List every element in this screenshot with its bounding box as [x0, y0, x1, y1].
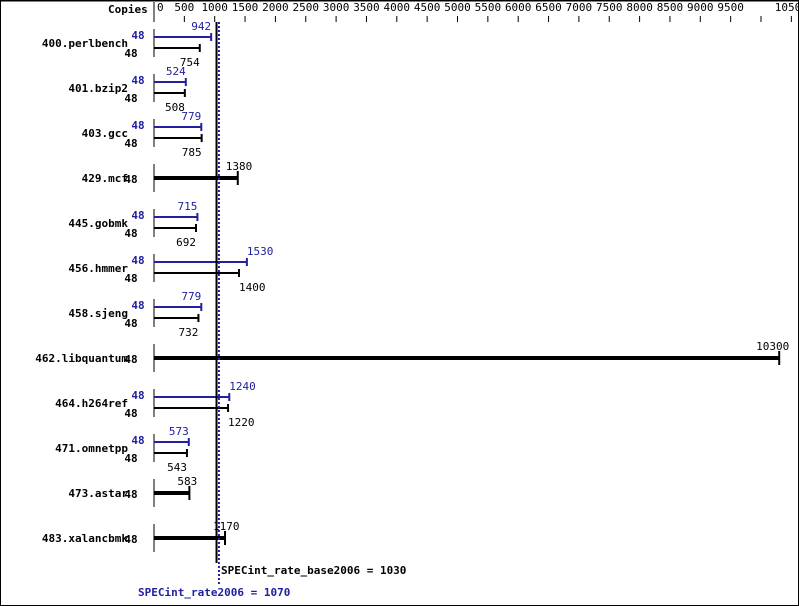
x-tick-label: 5500: [475, 1, 502, 14]
x-tick-label: 2500: [293, 1, 320, 14]
x-tick-label: 6500: [535, 1, 562, 14]
x-tick-label: 6000: [505, 1, 532, 14]
peak-value-label: 715: [178, 200, 198, 213]
base-value-label: 583: [177, 475, 197, 488]
x-tick-label: 8000: [626, 1, 653, 14]
x-tick-label: 500: [174, 1, 194, 14]
base-copies: 48: [124, 173, 137, 186]
x-tick-label: 8500: [657, 1, 684, 14]
base-copies: 48: [124, 353, 137, 366]
peak-value-label: 942: [191, 20, 211, 33]
x-tick-label: 2000: [262, 1, 289, 14]
benchmark-label: 458.sjeng: [68, 307, 128, 320]
base-value-label: 692: [176, 236, 196, 249]
peak-value-label: 779: [181, 110, 201, 123]
peak-copies: 48: [131, 119, 144, 132]
x-tick-label: 7000: [566, 1, 593, 14]
benchmark-label: 445.gobmk: [68, 217, 128, 230]
x-tick-label: 1000: [201, 1, 228, 14]
base-copies: 48: [124, 488, 137, 501]
base-copies: 48: [124, 272, 137, 285]
base-copies: 48: [124, 533, 137, 546]
peak-copies: 48: [131, 389, 144, 402]
benchmark-label: 400.perlbench: [42, 37, 128, 50]
base-value-label: 10300: [756, 340, 789, 353]
base-value-label: 732: [179, 326, 199, 339]
base-copies: 48: [124, 407, 137, 420]
peak-summary-label: SPECint_rate2006 = 1070: [138, 586, 290, 599]
base-summary-label: SPECint_rate_base2006 = 1030: [221, 564, 406, 577]
benchmark-label: 429.mcf: [82, 172, 128, 185]
peak-copies: 48: [131, 254, 144, 267]
benchmark-label: 403.gcc: [82, 127, 128, 140]
benchmark-label: 462.libquantum: [35, 352, 128, 365]
benchmark-label: 401.bzip2: [68, 82, 128, 95]
peak-value-label: 779: [181, 290, 201, 303]
base-value-label: 508: [165, 101, 185, 114]
x-tick-label: 3000: [323, 1, 350, 14]
x-tick-label: 1500: [232, 1, 259, 14]
peak-copies: 48: [131, 29, 144, 42]
base-value-label: 785: [182, 146, 202, 159]
peak-value-label: 1240: [229, 380, 256, 393]
benchmark-label: 473.astar: [68, 487, 128, 500]
peak-value-label: 1530: [247, 245, 274, 258]
x-tick-label: 0: [157, 1, 164, 14]
benchmark-label: 483.xalancbmk: [42, 532, 128, 545]
base-value-label: 754: [180, 56, 200, 69]
benchmark-label: 456.hmmer: [68, 262, 128, 275]
copies-header: Copies: [108, 3, 148, 16]
x-tick-label: 10500: [775, 1, 799, 14]
x-tick-label: 9500: [717, 1, 744, 14]
peak-copies: 48: [131, 299, 144, 312]
peak-copies: 48: [131, 74, 144, 87]
base-value-label: 1380: [226, 160, 253, 173]
peak-value-label: 573: [169, 425, 189, 438]
base-copies: 48: [124, 137, 137, 150]
base-value-label: 1400: [239, 281, 265, 294]
x-tick-label: 4500: [414, 1, 441, 14]
peak-value-label: 524: [166, 65, 186, 78]
base-copies: 48: [124, 92, 137, 105]
base-copies: 48: [124, 452, 137, 465]
benchmark-label: 464.h264ref: [55, 397, 128, 410]
base-value-label: 543: [167, 461, 187, 474]
base-copies: 48: [124, 227, 137, 240]
base-copies: 48: [124, 47, 137, 60]
x-tick-label: 9000: [687, 1, 714, 14]
peak-copies: 48: [131, 434, 144, 447]
peak-copies: 48: [131, 209, 144, 222]
x-tick-label: 4000: [384, 1, 411, 14]
x-tick-label: 7500: [596, 1, 623, 14]
benchmark-label: 471.omnetpp: [55, 442, 128, 455]
base-copies: 48: [124, 317, 137, 330]
x-tick-label: 3500: [353, 1, 380, 14]
x-tick-label: 5000: [444, 1, 471, 14]
base-value-label: 1220: [228, 416, 255, 429]
